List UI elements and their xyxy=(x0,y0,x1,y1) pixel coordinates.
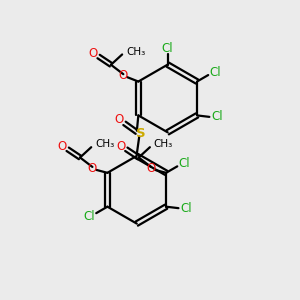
Text: Cl: Cl xyxy=(83,210,95,223)
Text: CH₃: CH₃ xyxy=(126,46,145,56)
Text: Cl: Cl xyxy=(209,66,221,79)
Text: Cl: Cl xyxy=(211,110,223,123)
Text: CH₃: CH₃ xyxy=(154,139,173,149)
Text: O: O xyxy=(89,47,98,60)
Text: Cl: Cl xyxy=(162,42,173,55)
Text: O: O xyxy=(146,162,156,175)
Text: O: O xyxy=(119,69,128,82)
Text: O: O xyxy=(88,162,97,175)
Text: CH₃: CH₃ xyxy=(95,139,114,149)
Text: Cl: Cl xyxy=(180,202,192,215)
Text: O: O xyxy=(115,113,124,126)
Text: O: O xyxy=(58,140,67,153)
Text: O: O xyxy=(116,140,126,153)
Text: S: S xyxy=(136,127,145,140)
Text: Cl: Cl xyxy=(178,158,190,170)
